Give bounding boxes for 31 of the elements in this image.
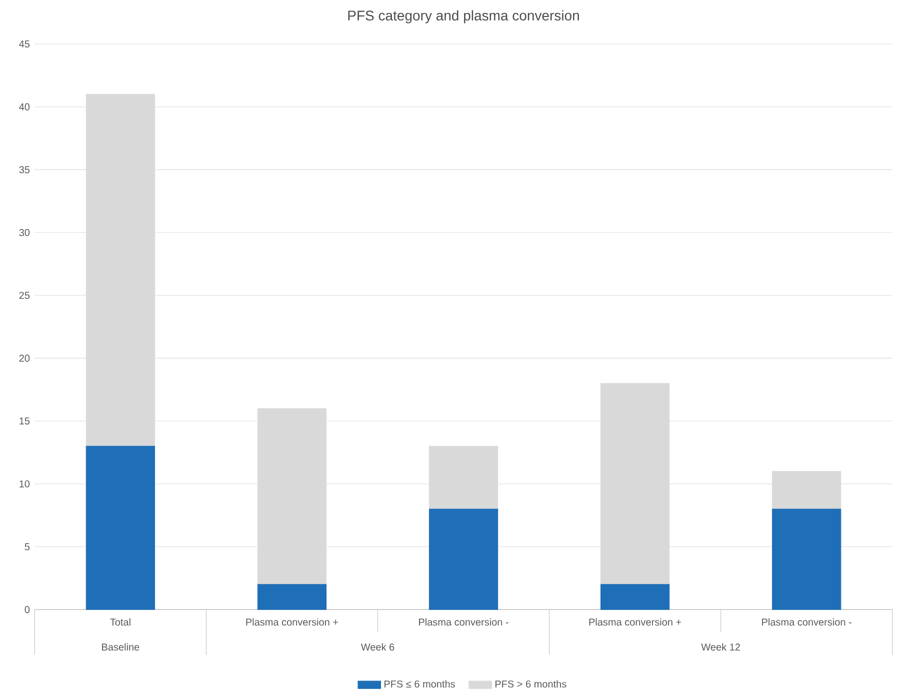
bar bbox=[257, 584, 327, 610]
bar bbox=[772, 508, 842, 610]
x-tick-label: Total bbox=[110, 618, 130, 626]
bar bbox=[772, 471, 842, 510]
x-tick-label: Plasma conversion - bbox=[762, 618, 852, 626]
bar bbox=[428, 446, 498, 510]
y-tick-label: 15 bbox=[20, 418, 30, 425]
bar bbox=[600, 383, 670, 585]
bar bbox=[86, 94, 156, 447]
x-tick-label: Plasma conversion + bbox=[246, 618, 338, 626]
chart-title: PFS category and plasma conversion bbox=[348, 10, 579, 24]
legend-label: PFS > 6 months bbox=[495, 680, 566, 688]
y-tick-label: 5 bbox=[24, 543, 30, 550]
text: Week 12 bbox=[701, 643, 740, 651]
bar bbox=[428, 508, 498, 610]
x-tick-label: Plasma conversion + bbox=[589, 618, 682, 626]
y-tick-label: 10 bbox=[20, 480, 30, 488]
x-tick-label: Plasma conversion - bbox=[419, 618, 508, 626]
legend-label: PFS ≤ 6 months bbox=[384, 680, 455, 688]
text: Week 6 bbox=[360, 643, 394, 651]
y-tick-label: 40 bbox=[19, 103, 30, 111]
bar bbox=[600, 584, 670, 610]
text: Baseline bbox=[102, 643, 140, 651]
y-tick-label: 30 bbox=[19, 229, 30, 236]
bar bbox=[86, 446, 156, 610]
y-tick-label: 0 bbox=[24, 606, 30, 614]
y-tick-label: 45 bbox=[19, 40, 30, 48]
y-tick-label: 25 bbox=[19, 292, 30, 300]
y-tick-label: 35 bbox=[19, 166, 30, 174]
bar bbox=[257, 408, 327, 585]
y-tick-label: 20 bbox=[19, 354, 30, 362]
